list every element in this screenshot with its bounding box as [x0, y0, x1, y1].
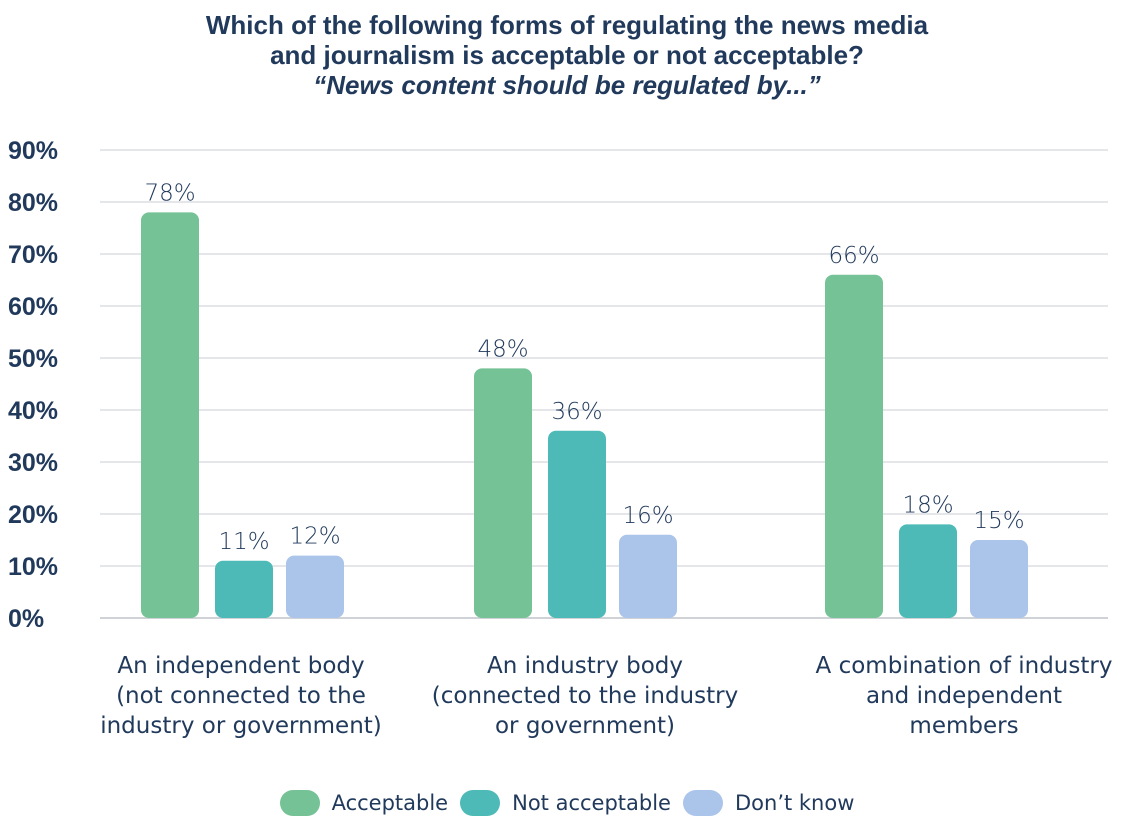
data-label: 15%: [973, 508, 1024, 534]
x-tick-label: and independent: [866, 683, 1062, 709]
bar: [474, 368, 532, 618]
y-tick-label: 70%: [8, 241, 58, 269]
chart-title-line2: and journalism is acceptable or not acce…: [270, 40, 864, 70]
legend-swatch-dont-know: [682, 790, 723, 816]
bar: [141, 212, 199, 618]
y-tick-label: 60%: [8, 293, 58, 321]
chart-title-line1: Which of the following forms of regulati…: [205, 10, 929, 40]
bar: [286, 555, 344, 618]
chart-subtitle: “News content should be regulated by...”: [313, 70, 821, 100]
legend-label-acceptable: Acceptable: [331, 791, 449, 815]
data-label: 11%: [218, 529, 269, 555]
bar-chart: 0% 10% 20% 30% 40% 50% 60% 70% 80% 90% 78% 11% 12% An…: [8, 137, 1113, 739]
y-tick-label: 30%: [8, 449, 58, 477]
legend-label-dont-know: Don’t know: [734, 791, 855, 815]
x-tick-label: (not connected to the: [116, 683, 366, 709]
data-label: 78%: [144, 180, 195, 206]
bar: [970, 540, 1028, 618]
bar: [825, 274, 883, 618]
y-tick-label: 10%: [8, 553, 58, 581]
y-tick-label: 80%: [8, 189, 58, 217]
x-tick-label: A combination of industry: [816, 653, 1113, 679]
legend-item-dont-know: Don’t know: [682, 790, 855, 816]
legend-swatch-not-acceptable: [460, 790, 501, 816]
x-tick-label: members: [909, 713, 1018, 739]
x-tick-label: An industry body: [487, 653, 683, 679]
legend-item-not-acceptable: Not acceptable: [460, 790, 671, 816]
data-label: 48%: [477, 336, 528, 362]
x-tick-label: (connected to the industry: [432, 683, 738, 709]
y-tick-label: 20%: [8, 501, 58, 529]
bar: [899, 524, 957, 618]
bar: [619, 534, 677, 618]
legend-swatch-acceptable: [279, 790, 320, 816]
data-label: 16%: [622, 503, 673, 529]
legend-label-not-acceptable: Not acceptable: [512, 791, 671, 815]
x-tick-label: industry or government): [100, 713, 382, 739]
y-tick-label: 90%: [8, 137, 58, 165]
x-tick-label: An independent body: [117, 653, 364, 679]
chart-legend: Acceptable Not acceptable Don’t know: [0, 790, 1134, 816]
y-tick-label: 50%: [8, 345, 58, 373]
data-label: 66%: [828, 243, 879, 269]
y-tick-label: 0%: [8, 605, 44, 633]
data-label: 18%: [902, 492, 953, 518]
data-label: 36%: [551, 399, 602, 425]
y-tick-label: 40%: [8, 397, 58, 425]
bar: [215, 560, 273, 618]
x-tick-label: or government): [495, 713, 675, 739]
bar: [548, 430, 606, 618]
chart-title-block: Which of the following forms of regulati…: [0, 10, 1134, 100]
legend-item-acceptable: Acceptable: [279, 790, 449, 816]
data-label: 12%: [289, 524, 340, 550]
